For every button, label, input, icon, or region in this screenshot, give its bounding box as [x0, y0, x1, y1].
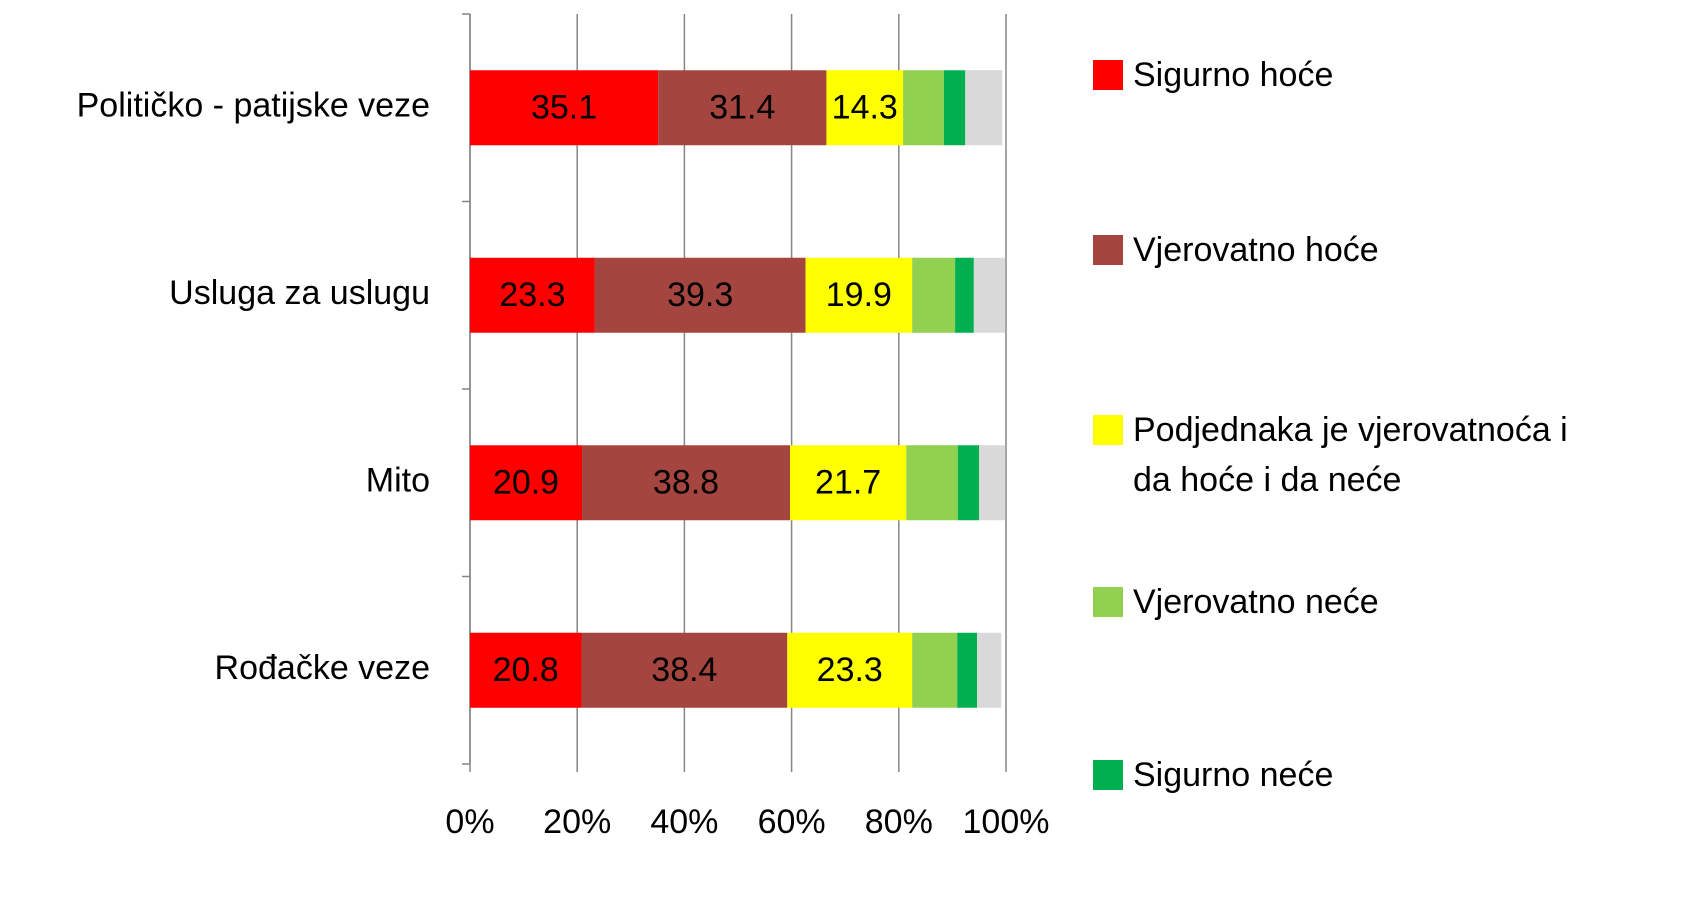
- legend-label: Sigurno hoće: [1133, 56, 1334, 94]
- bar-segment: [973, 257, 1005, 333]
- legend-swatch: [1093, 235, 1123, 265]
- legend-swatch: [1093, 760, 1123, 790]
- data-label: 19.9: [826, 276, 892, 314]
- data-label: 31.4: [709, 89, 775, 127]
- legend-label: Vjerovatno hoće: [1133, 231, 1379, 269]
- x-tick-label: 20%: [543, 803, 611, 841]
- data-label: 14.3: [832, 89, 898, 127]
- legend-label: Podjednaka je vjerovatnoća i da hoće i d…: [1133, 411, 1568, 499]
- data-label: 20.9: [493, 464, 559, 502]
- bar-segment: [658, 70, 827, 146]
- data-label: 38.8: [653, 464, 719, 502]
- bar-segment: [955, 257, 974, 333]
- data-label: 39.3: [667, 276, 733, 314]
- bar-segment: [943, 70, 966, 146]
- bar-segment: [965, 70, 1003, 146]
- legend-swatch: [1093, 415, 1123, 445]
- bar-segment: [470, 632, 582, 708]
- bar-segment: [470, 70, 659, 146]
- data-label: 21.7: [815, 464, 881, 502]
- bar-segment: [470, 445, 583, 521]
- legend-swatch: [1093, 60, 1123, 90]
- y-tick-label: Usluga za uslugu: [169, 274, 430, 312]
- y-tick-label: Rođačke veze: [215, 649, 430, 687]
- x-tick-label: 60%: [758, 803, 826, 841]
- bar-segment: [979, 445, 1005, 521]
- legend-label: Vjerovatno neće: [1133, 583, 1379, 621]
- y-tick-label: Političko - patijske veze: [77, 87, 430, 125]
- bar-segment: [581, 632, 788, 708]
- data-label: 23.3: [499, 276, 565, 314]
- bar-segment: [906, 445, 958, 521]
- bar-segment: [594, 257, 806, 333]
- bar-segment: [787, 632, 913, 708]
- bar-segment: [470, 257, 595, 333]
- bar-segment: [903, 70, 944, 146]
- bar-segment: [912, 632, 958, 708]
- data-label: 20.8: [493, 651, 559, 689]
- bar-segment: [826, 70, 904, 146]
- bar-segment: [789, 445, 907, 521]
- bar-segment: [912, 257, 956, 333]
- bar-segment: [582, 445, 790, 521]
- data-label: 23.3: [817, 651, 883, 689]
- x-tick-label: 100%: [963, 803, 1050, 841]
- data-label: 35.1: [531, 89, 597, 127]
- bar-segment: [977, 632, 1002, 708]
- data-label: 38.4: [651, 651, 717, 689]
- bar-segment: [957, 632, 978, 708]
- x-tick-label: 80%: [865, 803, 933, 841]
- x-tick-label: 0%: [445, 803, 494, 841]
- legend-swatch: [1093, 587, 1123, 617]
- bar-segment: [805, 257, 913, 333]
- x-tick-label: 40%: [650, 803, 718, 841]
- legend-label: Sigurno neće: [1133, 756, 1334, 794]
- bar-segment: [957, 445, 980, 521]
- y-tick-label: Mito: [366, 462, 430, 500]
